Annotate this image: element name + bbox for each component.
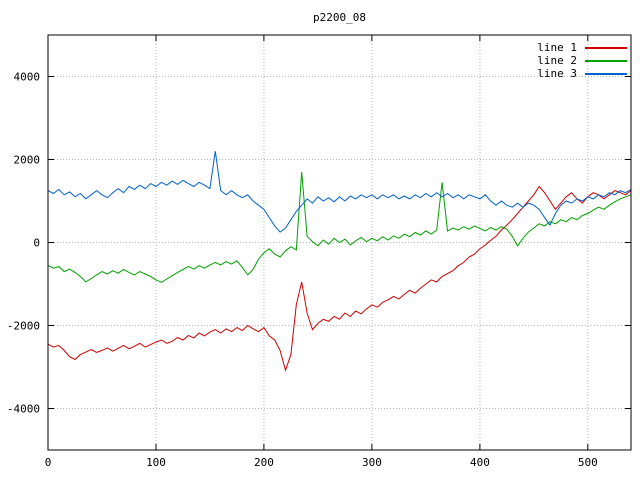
chart-title: p2200_08 bbox=[313, 11, 366, 24]
svg-text:200: 200 bbox=[254, 456, 274, 469]
legend-line-sample-2 bbox=[585, 59, 627, 62]
legend-label-line-3: line 3 bbox=[537, 67, 577, 80]
svg-text:400: 400 bbox=[470, 456, 490, 469]
legend-label-line-2: line 2 bbox=[537, 54, 577, 67]
svg-text:300: 300 bbox=[362, 456, 382, 469]
legend-label-line-1: line 1 bbox=[537, 41, 577, 54]
svg-text:100: 100 bbox=[146, 456, 166, 469]
legend-line-sample-3 bbox=[585, 72, 627, 75]
svg-text:0: 0 bbox=[33, 237, 40, 250]
svg-text:4000: 4000 bbox=[14, 71, 41, 84]
legend-line-sample-1 bbox=[585, 46, 627, 49]
svg-text:-2000: -2000 bbox=[7, 320, 40, 333]
legend: line 1 line 2 line 3 bbox=[537, 41, 627, 80]
legend-item-line-3: line 3 bbox=[537, 67, 627, 80]
svg-text:2000: 2000 bbox=[14, 154, 41, 167]
svg-text:-4000: -4000 bbox=[7, 403, 40, 416]
legend-item-line-1: line 1 bbox=[537, 41, 627, 54]
svg-text:500: 500 bbox=[578, 456, 598, 469]
svg-text:0: 0 bbox=[45, 456, 52, 469]
legend-item-line-2: line 2 bbox=[537, 54, 627, 67]
